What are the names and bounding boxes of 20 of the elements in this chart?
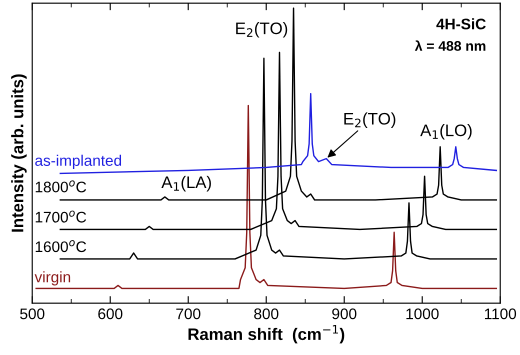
- series-label: virgin: [34, 271, 70, 286]
- series-label: as-implanted: [35, 154, 122, 169]
- x-tick-label: 500: [20, 308, 44, 320]
- annotation: A$_{1}$(LO): [420, 124, 472, 140]
- annotation: E$_{2}$(TO): [236, 22, 288, 38]
- annotation: E$_{2}$(TO): [344, 112, 396, 128]
- series-label: 1700$^{o}$C: [36, 210, 86, 223]
- x-tick-label: 1100: [484, 308, 516, 320]
- x-tick-label: 1000: [406, 308, 439, 320]
- x-tick-label: 900: [332, 308, 356, 320]
- series-label: 1600$^{o}$C: [36, 240, 86, 252]
- series-label: 1800$^{o}$C: [36, 180, 86, 192]
- x-tick-label: 600: [98, 308, 122, 320]
- x-axis-title: Raman shift (cm$^{−1}$): [188, 325, 344, 344]
- annotation: λ = 488 nm: [414, 40, 486, 51]
- annotation: 4H-SiC: [436, 18, 486, 30]
- y-axis-title: Intensity (arb. units): [11, 74, 27, 232]
- x-tick-label: 700: [176, 308, 200, 320]
- x-tick-label: 800: [254, 308, 278, 320]
- annotation: A$_{1}$(LA): [161, 176, 211, 192]
